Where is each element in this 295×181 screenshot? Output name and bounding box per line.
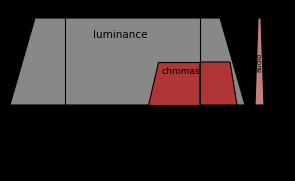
Polygon shape [200, 62, 237, 105]
Text: chromas: chromas [162, 68, 200, 77]
Polygon shape [148, 62, 200, 105]
Text: audio: audio [256, 52, 263, 72]
Polygon shape [255, 18, 264, 105]
Text: luminance: luminance [93, 30, 147, 40]
Polygon shape [10, 18, 245, 105]
